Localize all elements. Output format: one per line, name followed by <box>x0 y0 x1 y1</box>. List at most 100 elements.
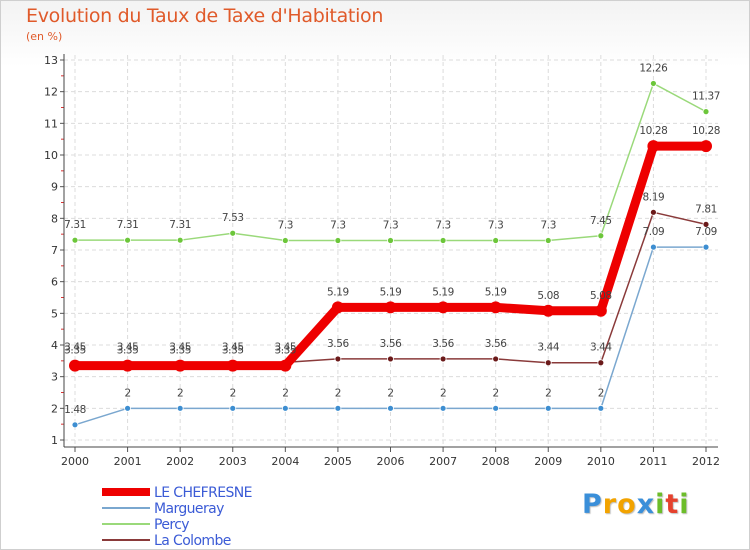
data-label-la-colombe: 7.81 <box>695 203 717 215</box>
x-tick-label: 2012 <box>692 455 720 468</box>
x-tick-label: 2011 <box>639 455 667 468</box>
y-tick-label: 12 <box>44 86 58 99</box>
data-label-margueray: 2 <box>440 387 446 399</box>
data-label-margueray: 2 <box>545 387 551 399</box>
data-label-percy: 7.53 <box>222 212 244 224</box>
data-point-percy <box>334 237 342 244</box>
x-tick-label: 2008 <box>482 455 510 468</box>
data-label-la-colombe: 3.45 <box>222 341 244 353</box>
data-point-margueray <box>387 404 394 412</box>
data-label-margueray: 7.09 <box>643 226 665 238</box>
x-tick-label: 2002 <box>166 455 194 468</box>
x-tick-label: 2007 <box>429 455 457 468</box>
x-tick-label: 2003 <box>219 455 247 468</box>
x-tick-label: 2001 <box>114 455 142 468</box>
data-label-la-colombe: 3.56 <box>380 338 402 350</box>
data-point-le-chefresne <box>384 301 397 314</box>
data-label-percy: 7.31 <box>169 219 191 231</box>
data-label-percy: 7.3 <box>330 220 346 232</box>
logo-letter: t <box>665 489 680 520</box>
data-label-la-colombe: 3.45 <box>64 341 86 353</box>
legend-label: Percy <box>154 517 189 533</box>
data-point-percy <box>176 236 184 244</box>
grid-layer <box>64 55 718 447</box>
data-label-percy: 7.3 <box>541 220 557 232</box>
y-tick-label: 3 <box>51 371 58 384</box>
x-tick-label: 2010 <box>587 455 615 468</box>
logo-letter: i <box>655 489 666 520</box>
data-label-le-chefresne: 3.35 <box>64 345 86 357</box>
data-label-la-colombe: 8.19 <box>643 191 665 203</box>
data-label-le-chefresne: 3.35 <box>117 345 139 357</box>
data-point-le-chefresne <box>121 359 134 372</box>
data-point-margueray <box>124 404 131 412</box>
data-label-la-colombe: 3.45 <box>274 341 296 353</box>
logo-letter: x <box>636 489 656 520</box>
chart-subtitle: (en %) <box>26 30 63 43</box>
data-label-le-chefresne: 3.35 <box>274 345 296 357</box>
x-tick-label: 2000 <box>61 455 89 468</box>
data-label-la-colombe: 3.45 <box>117 341 139 353</box>
data-label-margueray: 2 <box>598 387 604 399</box>
data-label-margueray: 2 <box>124 387 130 399</box>
data-point-margueray <box>71 421 79 429</box>
data-label-margueray: 2 <box>493 387 499 399</box>
data-point-percy <box>281 237 289 244</box>
data-point-margueray <box>334 404 342 412</box>
data-point-la-colombe <box>597 359 605 367</box>
data-label-margueray: 1.48 <box>64 404 86 416</box>
data-label-percy: 12.26 <box>639 62 668 74</box>
data-label-le-chefresne: 5.08 <box>537 290 559 302</box>
data-label-margueray: 2 <box>282 387 288 399</box>
data-point-margueray <box>439 404 447 412</box>
x-tick-label: 2006 <box>377 455 405 468</box>
data-point-le-chefresne <box>647 140 660 153</box>
y-tick-label: 8 <box>51 212 58 225</box>
y-tick-label: 1 <box>51 434 58 447</box>
data-label-layer: 3.35 3.35 3.35 3.35 3.35 5.19 5.19 5.19 5.19 5.08… <box>64 62 720 415</box>
data-point-percy <box>124 236 131 244</box>
data-label-la-colombe: 3.44 <box>537 342 559 354</box>
data-label-la-colombe: 3.56 <box>432 338 454 350</box>
y-tick-label: 5 <box>51 307 58 320</box>
y-tick-label: 11 <box>44 117 58 130</box>
data-label-le-chefresne: 5.08 <box>590 290 612 302</box>
data-label-la-colombe: 3.45 <box>169 341 191 353</box>
legend-label: La Colombe <box>154 533 231 549</box>
data-label-la-colombe: 3.56 <box>485 338 507 350</box>
data-point-margueray <box>544 404 552 412</box>
data-label-margueray: 2 <box>177 387 183 399</box>
data-label-margueray: 7.09 <box>695 226 717 238</box>
data-point-percy <box>71 236 79 244</box>
series-layer <box>69 80 712 429</box>
x-tick-label: 2004 <box>271 455 299 468</box>
data-point-percy <box>650 80 657 87</box>
data-point-le-chefresne <box>489 301 502 314</box>
data-point-le-chefresne <box>174 359 187 372</box>
data-point-la-colombe <box>544 359 552 367</box>
data-point-margueray <box>492 404 500 412</box>
data-label-la-colombe: 3.44 <box>590 342 612 354</box>
data-label-margueray: 2 <box>387 387 393 399</box>
data-point-la-colombe <box>334 355 342 363</box>
data-point-le-chefresne <box>700 140 712 153</box>
data-point-percy <box>544 237 552 244</box>
logo-letter: o <box>617 489 637 520</box>
data-point-percy <box>597 232 605 240</box>
data-label-le-chefresne: 5.19 <box>432 286 454 298</box>
data-point-le-chefresne <box>226 359 239 372</box>
x-tick-label: 2005 <box>324 455 352 468</box>
data-point-margueray <box>229 404 237 412</box>
data-label-margueray: 2 <box>335 387 341 399</box>
proxiti-logo: Proxiti <box>582 489 690 520</box>
data-label-percy: 11.37 <box>692 91 720 103</box>
y-tick-label: 9 <box>51 181 58 194</box>
data-point-margueray <box>702 243 710 251</box>
data-point-le-chefresne <box>279 359 292 372</box>
data-point-margueray <box>597 404 605 412</box>
data-label-le-chefresne: 3.35 <box>169 345 191 357</box>
y-tick-label: 7 <box>51 244 58 257</box>
data-label-le-chefresne: 5.19 <box>380 286 402 298</box>
